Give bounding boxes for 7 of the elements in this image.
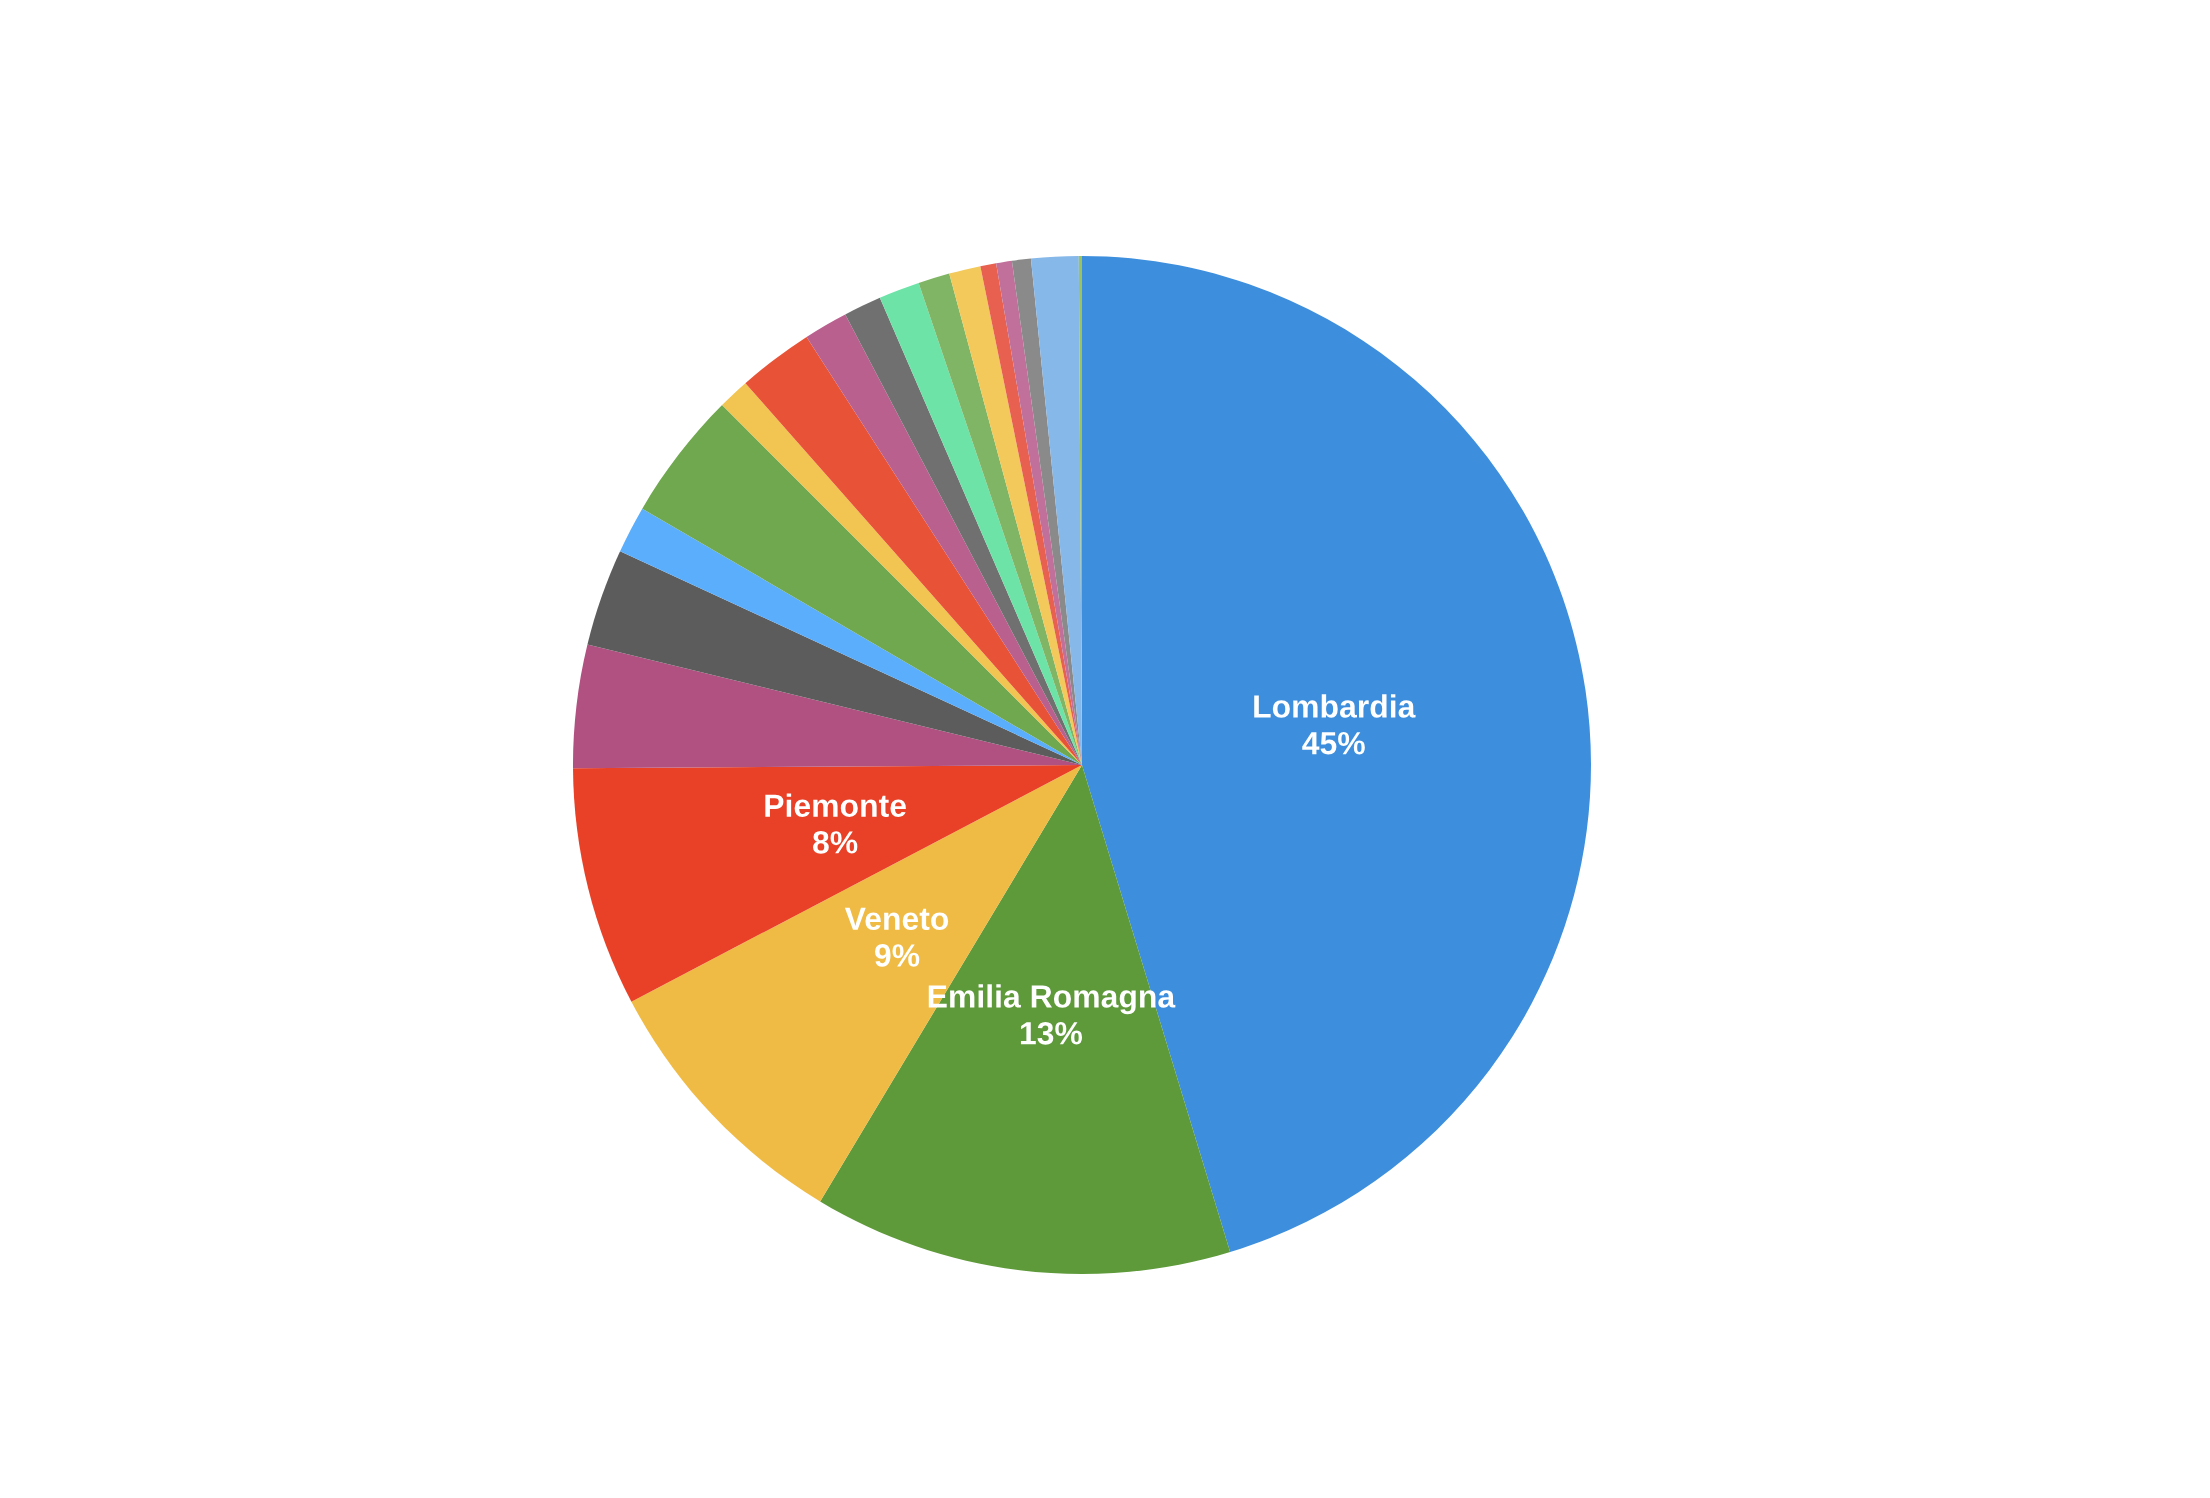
data-label: 8% bbox=[813, 831, 858, 854]
slice-label: Piemonte bbox=[765, 793, 906, 817]
slice-label: Veneto bbox=[844, 907, 949, 931]
slice-label: Lombardia bbox=[1254, 694, 1416, 718]
data-label: 13% bbox=[1020, 1021, 1083, 1045]
data-label: 45% bbox=[1302, 731, 1365, 755]
data-label: 9% bbox=[875, 944, 920, 967]
